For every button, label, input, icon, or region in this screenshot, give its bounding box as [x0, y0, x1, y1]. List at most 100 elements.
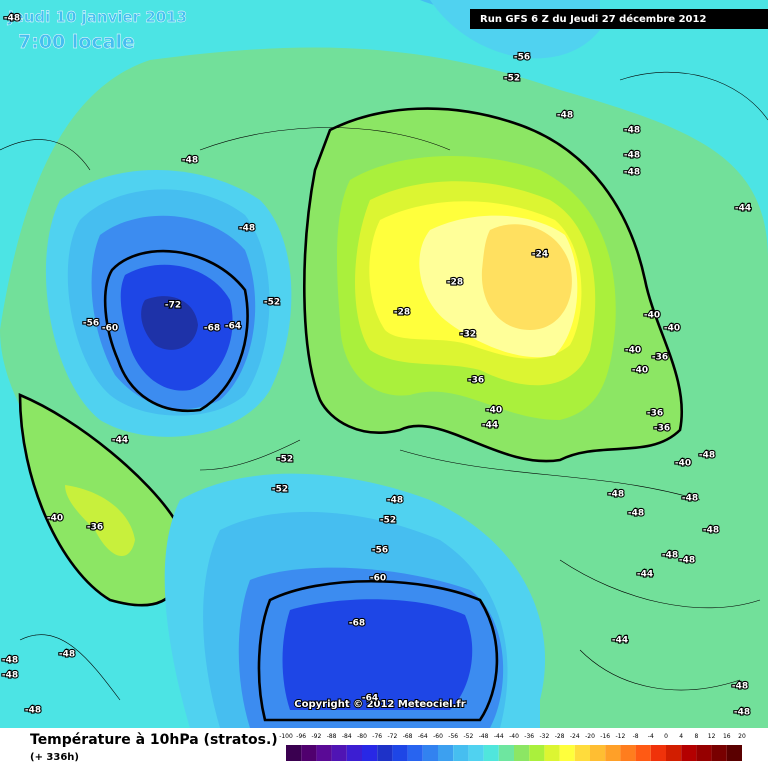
contour-label: -68	[204, 324, 220, 334]
low2-64	[257, 580, 499, 722]
contour-label: -44	[637, 570, 653, 580]
legend-swatch	[422, 745, 438, 761]
legend-tick-label: -32	[539, 733, 549, 740]
legend-tick-label: -48	[479, 733, 489, 740]
legend-tick-label: -84	[342, 733, 352, 740]
legend-tick-label: -76	[372, 733, 382, 740]
contour-label: -40	[625, 346, 641, 356]
contour-label: -48	[239, 224, 255, 234]
contour-label: -56	[514, 53, 530, 63]
coastline	[0, 71, 768, 701]
legend-tick-label: -56	[448, 733, 458, 740]
legend-tick-label: -44	[494, 733, 504, 740]
contour-label: -52	[264, 298, 280, 308]
legend-swatch	[696, 745, 712, 761]
contour-label: -36	[652, 353, 668, 363]
legend-swatch	[574, 745, 590, 761]
legend-swatch	[316, 745, 332, 761]
contour-label: -44	[112, 436, 128, 446]
contour-label: -36	[654, 424, 670, 434]
contour-label: -48	[387, 496, 403, 506]
legend-swatch	[286, 745, 302, 761]
legend-tick-label: -16	[600, 733, 610, 740]
contour-label: -48	[628, 509, 644, 519]
contour-label: -48	[734, 708, 750, 718]
legend-swatch	[331, 745, 347, 761]
legend-tick-label: -24	[570, 733, 580, 740]
legend-swatch	[681, 745, 697, 761]
legend-swatch	[514, 745, 530, 761]
contour-label: -68	[349, 619, 365, 629]
contour-label: -56	[372, 546, 388, 556]
contour-label: -52	[504, 74, 520, 84]
legend-swatch	[635, 745, 651, 761]
contour-label: -40	[632, 366, 648, 376]
legend-tick-label: 8	[694, 733, 698, 740]
legend-tick-label: -40	[509, 733, 519, 740]
time: 7:00 locale	[18, 31, 135, 53]
contour-label: -48	[624, 126, 640, 136]
contour-label: -44	[482, 421, 498, 431]
legend-tick-label: -64	[418, 733, 428, 740]
legend-tick-label: 0	[664, 733, 668, 740]
legend-swatch	[498, 745, 514, 761]
low2-68	[282, 599, 473, 710]
legend-swatch	[346, 745, 362, 761]
low-72	[141, 296, 198, 350]
contour-label: -48	[608, 490, 624, 500]
legend-swatch	[544, 745, 560, 761]
contour-label: -44	[612, 636, 628, 646]
contour-label: -72	[165, 301, 181, 311]
contour-label: -48	[4, 14, 20, 24]
contour-label: -48	[662, 551, 678, 561]
contour-label: -48	[557, 111, 573, 121]
contour-label: -48	[2, 656, 18, 666]
legend-swatch	[711, 745, 727, 761]
legend-swatch	[453, 745, 469, 761]
legend-swatch	[666, 745, 682, 761]
legend-tick-label: -4	[648, 733, 654, 740]
legend-swatch	[559, 745, 575, 761]
contour-label: -40	[664, 324, 680, 334]
contour-label: -48	[182, 156, 198, 166]
contour-label: -64	[362, 694, 378, 704]
contour-label: -48	[2, 671, 18, 681]
contour-label: -48	[699, 451, 715, 461]
contour-label: -48	[25, 706, 41, 716]
legend-swatch	[620, 745, 636, 761]
map	[0, 0, 768, 728]
contour-label: -40	[47, 514, 63, 524]
contour-label: -48	[703, 526, 719, 536]
contour-label: -40	[486, 406, 502, 416]
legend-tick-label: -88	[327, 733, 337, 740]
legend-swatch	[726, 745, 742, 761]
legend-tick-label: -8	[633, 733, 639, 740]
legend-tick-label: -28	[555, 733, 565, 740]
contour-label: -44	[735, 204, 751, 214]
contour-label: -48	[732, 682, 748, 692]
field-36-west	[65, 485, 135, 557]
contour-label: -60	[102, 324, 118, 334]
contour-label: -52	[272, 485, 288, 495]
legend-tick-label: 12	[708, 733, 716, 740]
legend-swatch	[483, 745, 499, 761]
legend-swatch	[377, 745, 393, 761]
legend-swatch	[301, 745, 317, 761]
date: Jeudi 10 janvier 2013	[7, 8, 187, 26]
contour-label: -40	[644, 311, 660, 321]
legend-swatch	[605, 745, 621, 761]
legend-swatch	[407, 745, 423, 761]
footer-title: Température à 10hPa (stratos.)	[30, 732, 278, 748]
legend-tick-label: -60	[433, 733, 443, 740]
contour-label: -52	[380, 516, 396, 526]
contour-label: -52	[277, 455, 293, 465]
run-box	[470, 9, 768, 29]
contour-label: -48	[624, 168, 640, 178]
legend-tick-label: 20	[738, 733, 746, 740]
contour	[303, 107, 683, 463]
contour-label: -36	[647, 409, 663, 419]
contour-label: -32	[460, 330, 476, 340]
legend-tick-label: -12	[615, 733, 625, 740]
field-24	[481, 224, 572, 330]
